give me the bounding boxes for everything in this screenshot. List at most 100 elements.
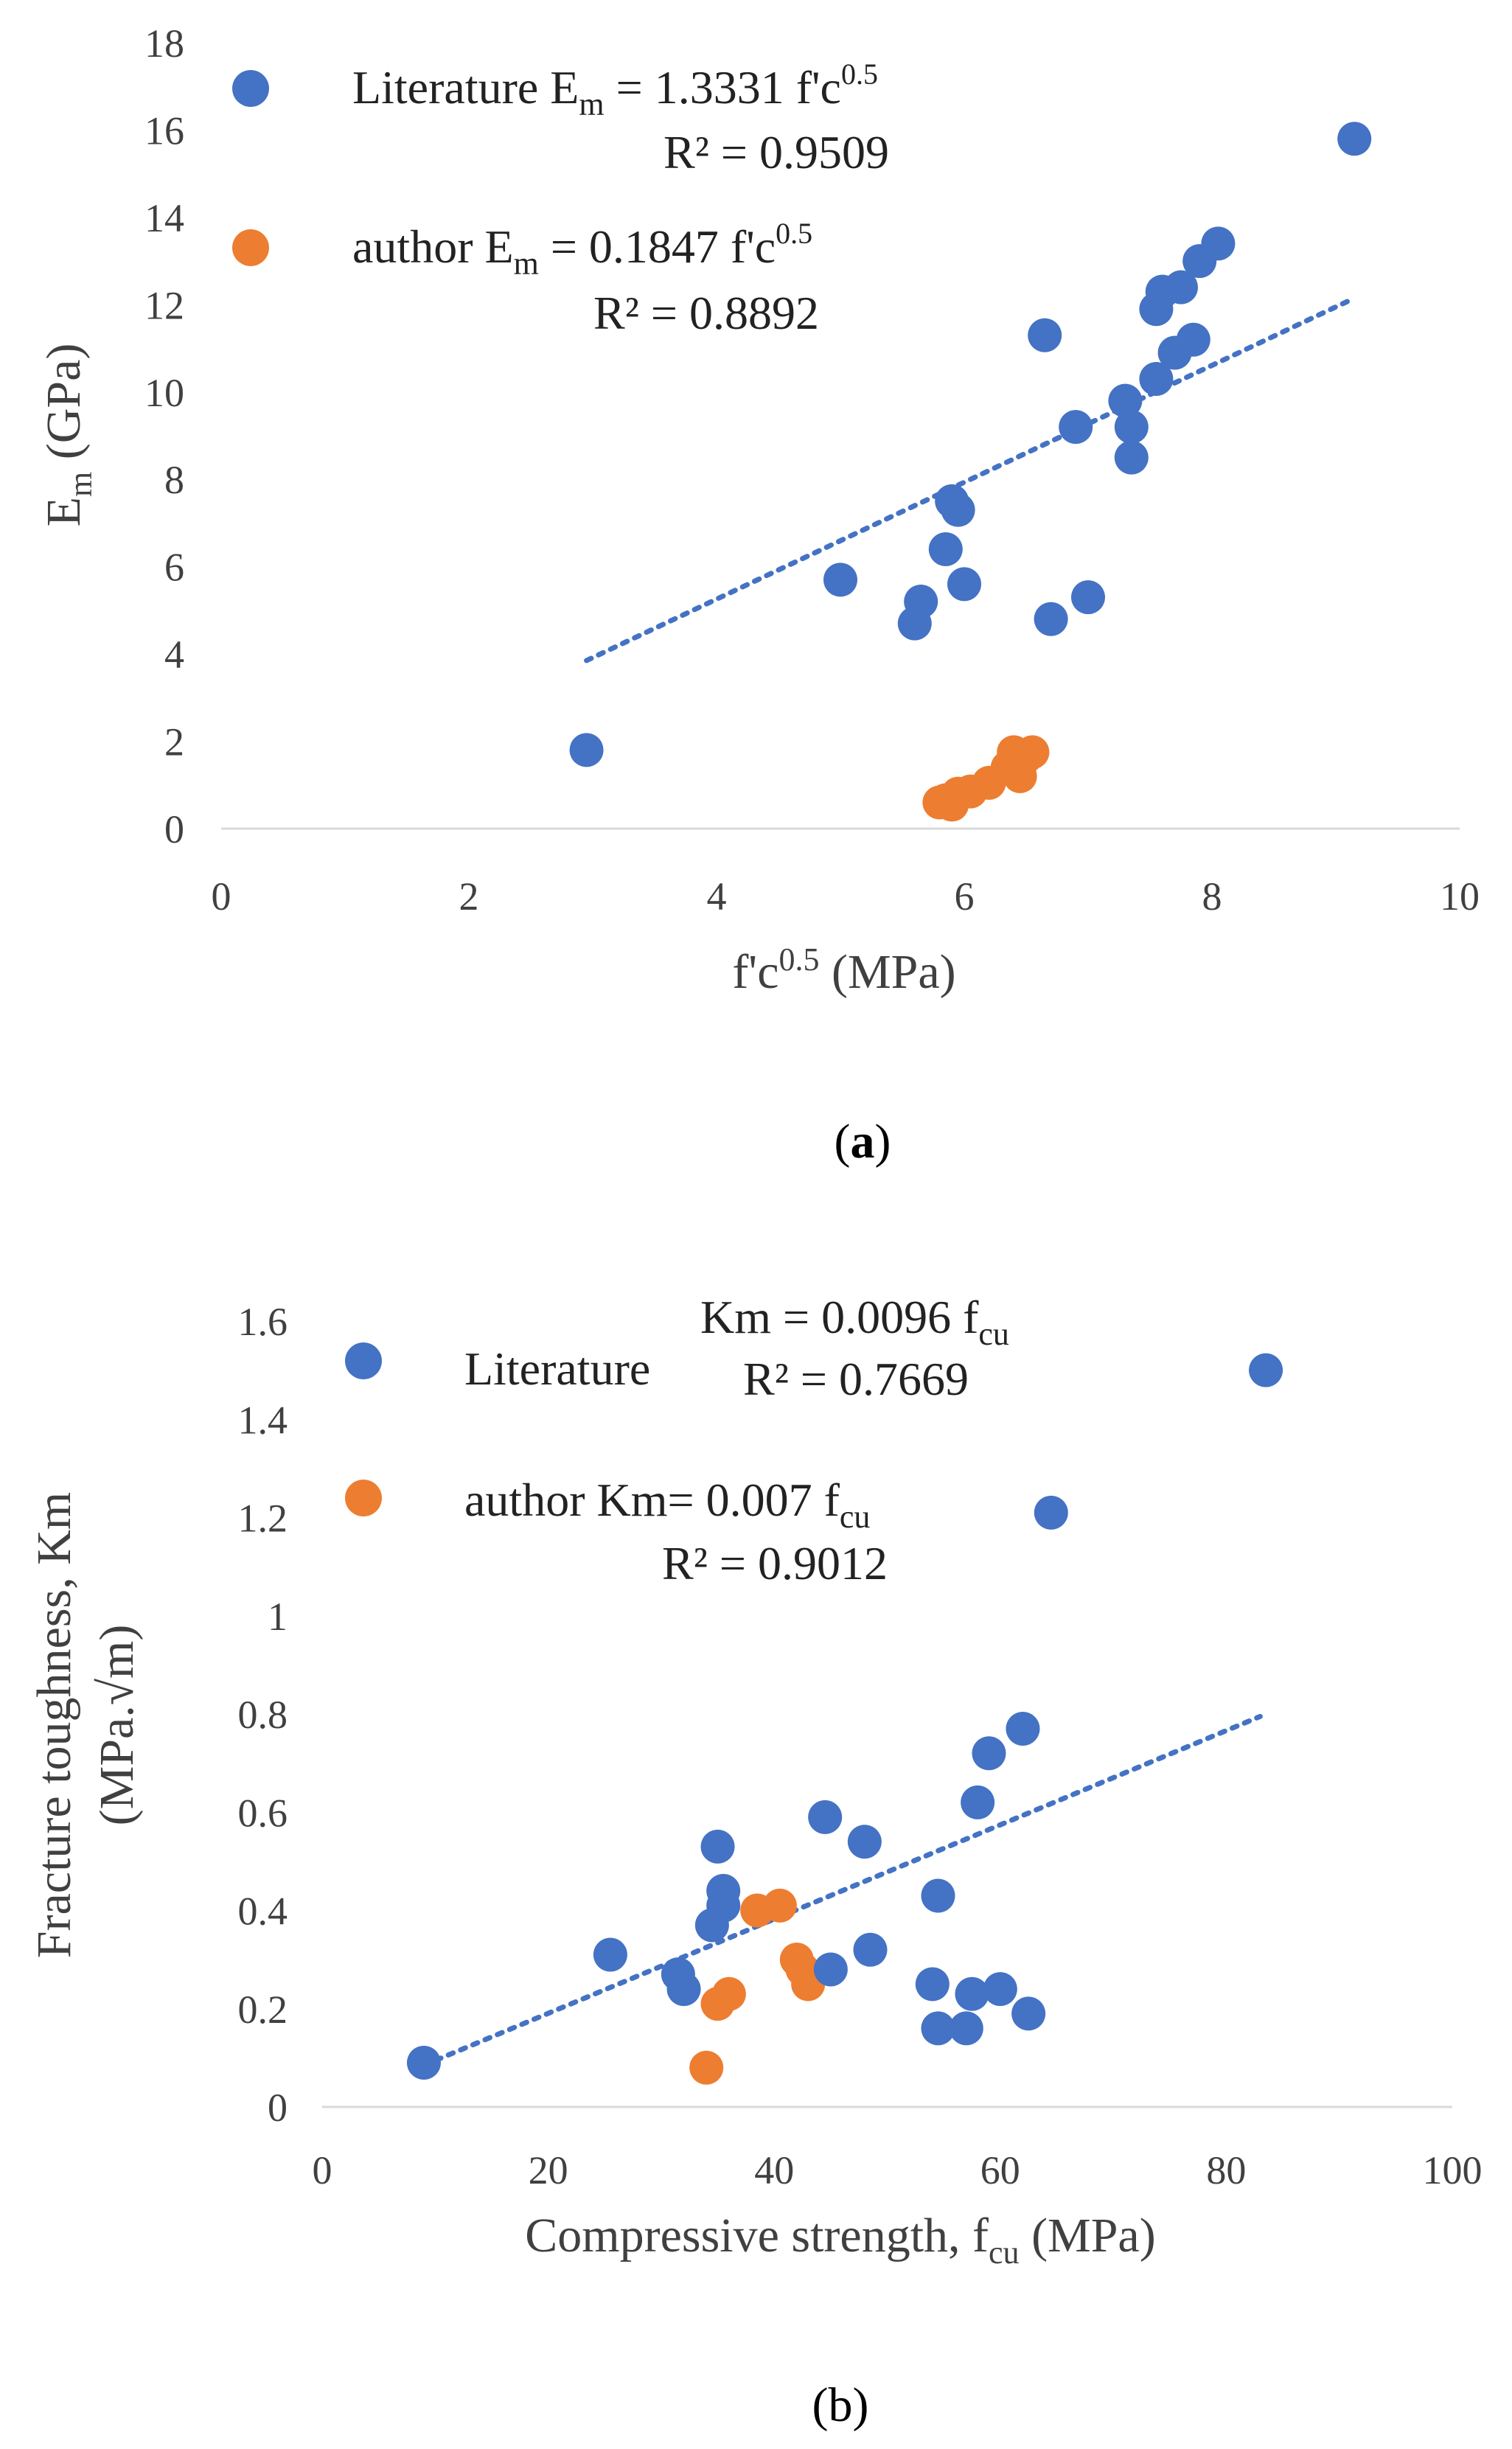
data-point-literature-a-19 [1164,270,1198,304]
caption-a: (a) [835,1115,891,1168]
x-axis-title-b: Compressive strength, fcu (MPa) [525,2209,1155,2271]
legend-r2-author-a: R² = 0.8892 [593,287,819,339]
data-point-literature-a-1 [823,562,857,597]
trendline-literature-b [421,1713,1263,2068]
data-point-literature-b-22 [1034,1495,1068,1530]
data-point-literature-b-3 [666,1972,701,2007]
data-point-literature-a-12 [1108,383,1143,418]
y-tick-label-b-3: 0.6 [238,1791,288,1835]
legend-b: Literature Km = 0.0096 fcu R² = 0.7669 a… [345,1291,1009,1589]
legend-marker-literature-b [345,1342,382,1379]
x-tick-label-a-2: 4 [707,874,727,919]
legend-equation-literature-b: Km = 0.0096 fcu [700,1291,1009,1352]
data-point-literature-a-10 [1059,410,1093,445]
data-point-literature-b-1 [593,1937,627,1972]
data-point-literature-a-23 [1337,122,1372,156]
data-point-literature-b-7 [706,1888,741,1923]
x-tick-label-b-0: 0 [313,2148,332,2192]
data-point-literature-a-3 [904,585,938,619]
trendline-a [584,295,1357,663]
y-tick-label-b-2: 0.4 [238,1889,288,1934]
x-axis-title-a: f'c0.5 (MPa) [732,941,955,999]
data-point-literature-b-9 [813,1952,848,1987]
legend-marker-literature-a [232,70,269,107]
y-tick-label-b-8: 1.6 [238,1300,288,1344]
series-literature-points-b [406,1353,1283,2080]
data-point-literature-b-12 [915,1967,950,2002]
y-tick-label-b-0: 0 [268,2086,288,2130]
y-tick-label-a-7: 14 [144,196,184,240]
data-point-author-a-10 [1015,735,1050,770]
data-point-author-b-2 [711,1976,746,2011]
x-tick-label-a-4: 8 [1202,874,1222,919]
data-point-literature-a-8 [1028,318,1062,352]
y-axis-title-a: Em (GPa) [37,344,99,527]
y-tick-label-a-3: 6 [164,546,184,590]
data-point-literature-a-7 [947,567,981,602]
legend-label-literature-a: Literature Em = 1.3331 f'c0.5 [352,58,878,122]
data-point-literature-b-18 [972,1736,1006,1771]
caption-b: (b) [812,2378,869,2432]
series-literature-points-a [569,122,1372,767]
data-point-literature-b-10 [847,1825,882,1859]
data-point-literature-a-11 [1071,580,1105,615]
data-point-literature-a-4 [928,532,963,566]
y-tick-label-a-0: 0 [164,807,184,851]
x-tick-label-b-2: 40 [754,2148,794,2192]
legend-r2-literature-a: R² = 0.9509 [663,126,889,178]
data-point-literature-b-13 [921,2011,955,2046]
y-tick-label-a-8: 16 [144,108,184,153]
data-point-literature-a-14 [1114,440,1149,475]
data-point-literature-b-20 [1006,1711,1040,1746]
data-point-author-b-4 [762,1888,797,1923]
svg-text:(MPa.√m): (MPa.√m) [90,1625,144,1826]
legend-r2-author-b: R² = 0.9012 [662,1537,888,1589]
y-tick-label-b-4: 0.8 [238,1693,288,1737]
legend-label-literature-b: Literature [464,1342,650,1395]
y-tick-label-a-2: 4 [164,633,184,677]
chart-panel-a: Em (GPa) 0 2 4 6 8 10 0 2 4 6 8 10 12 14 16 18 f'c0.5 … [37,21,1480,1168]
data-point-literature-a-13 [1114,410,1149,445]
x-tick-labels-a: 0 2 4 6 8 10 [212,874,1480,919]
data-point-literature-b-15 [949,2011,983,2046]
data-point-literature-b-19 [983,1972,1017,2007]
x-tick-label-b-4: 80 [1206,2148,1246,2192]
y-tick-labels-b: 0 0.2 0.4 0.6 0.8 1 1.2 1.4 1.6 [238,1300,288,2130]
data-point-literature-a-15 [1139,362,1174,397]
y-tick-label-a-4: 8 [164,458,184,502]
y-tick-label-a-9: 18 [144,21,184,66]
y-tick-labels-a: 0 2 4 6 8 10 12 14 16 18 [144,21,184,851]
series-author-points-b [689,1888,826,2085]
trendline-literature-a [584,295,1357,663]
data-point-literature-b-21 [1011,1996,1046,2031]
x-tick-label-a-1: 2 [459,874,479,919]
x-tick-label-a-5: 10 [1440,874,1480,919]
legend-r2-literature-b: R² = 0.7669 [743,1353,969,1405]
y-tick-label-a-6: 12 [144,283,184,327]
data-point-literature-b-23 [1249,1353,1283,1387]
data-point-literature-b-14 [921,1878,955,1913]
legend-a: Literature Em = 1.3331 f'c0.5 R² = 0.950… [232,58,889,339]
legend-label-author-b: author Km= 0.007 fcu [464,1474,870,1535]
trendline-b [421,1713,1263,2068]
data-point-literature-b-0 [406,2046,441,2080]
data-point-literature-a-22 [1201,226,1236,261]
chart-panel-b: Fracture toughness, Km (MPa.√m) 0 20 40 60 8… [27,1291,1483,2432]
y-axis-title-b: Fracture toughness, Km (MPa.√m) [27,1492,144,1958]
legend-marker-author-a [232,229,269,266]
x-tick-labels-b: 0 20 40 60 80 100 [313,2148,1483,2192]
data-point-literature-b-11 [853,1932,888,1967]
y-tick-label-b-1: 0.2 [238,1988,288,2032]
y-tick-label-a-5: 10 [144,371,184,415]
data-point-literature-a-0 [569,733,604,767]
x-tick-label-b-5: 100 [1423,2148,1483,2192]
x-tick-label-a-0: 0 [212,874,231,919]
x-tick-label-b-3: 60 [980,2148,1020,2192]
data-point-literature-a-20 [1176,322,1210,357]
y-tick-label-b-7: 1.4 [238,1398,288,1442]
svg-text:Em (GPa): Em (GPa) [37,344,99,527]
legend-marker-author-b [345,1480,382,1516]
x-tick-label-b-1: 20 [529,2148,568,2192]
data-point-literature-b-8 [808,1800,843,1834]
